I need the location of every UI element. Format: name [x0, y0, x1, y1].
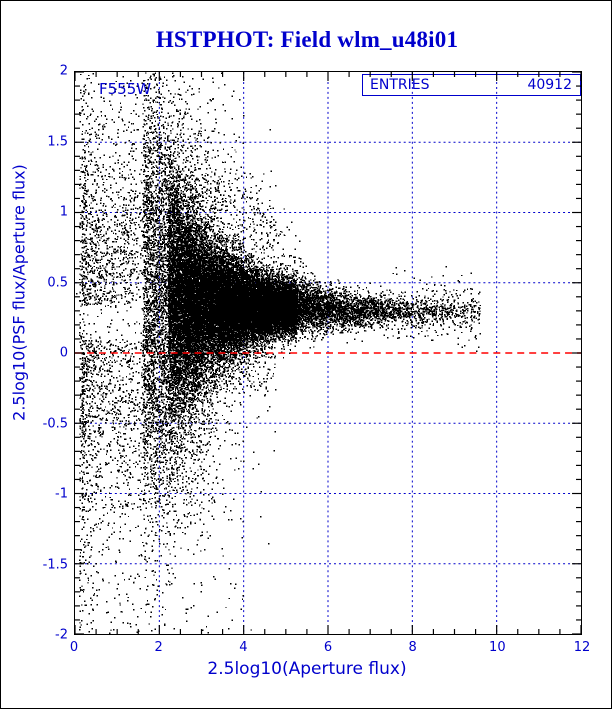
scatter-points [76, 72, 482, 634]
x-tick-label: 12 [573, 640, 591, 655]
entries-label: ENTRIES [370, 77, 430, 93]
x-tick-label: 4 [239, 640, 248, 655]
grid-lines [75, 72, 581, 634]
y-tick-label: 1.5 [47, 134, 68, 149]
entries-stat-box: ENTRIES 40912 [362, 74, 581, 96]
zero-reference-line [75, 352, 581, 354]
y-tick-label: 2 [59, 63, 68, 79]
filter-annotation: F555W [99, 80, 152, 98]
x-tick-label: 2 [154, 640, 163, 655]
x-tick-label: 8 [408, 640, 417, 655]
y-tick-label: 0.5 [47, 275, 68, 290]
y-axis-label: 2.5log10(PSF flux/Aperture flux) [9, 164, 29, 421]
y-tick-label: -0.5 [42, 416, 68, 431]
x-tick-label: 0 [69, 640, 79, 655]
x-tick-label: 10 [489, 640, 506, 655]
entries-value: 40912 [527, 77, 572, 93]
x-tick-label: 6 [323, 640, 333, 655]
y-tick-label: 0 [59, 345, 68, 361]
y-tick-label: -2 [55, 627, 68, 643]
y-tick-label: -1.5 [42, 557, 68, 572]
y-tick-label: -1 [55, 486, 68, 502]
y-tick-label: 1 [59, 204, 68, 220]
x-axis-label: 2.5log10(Aperture flux) [207, 659, 407, 679]
plot-area: F555W ENTRIES 40912 [74, 71, 582, 635]
page-title: HSTPHOT: Field wlm_u48i01 [155, 27, 459, 52]
